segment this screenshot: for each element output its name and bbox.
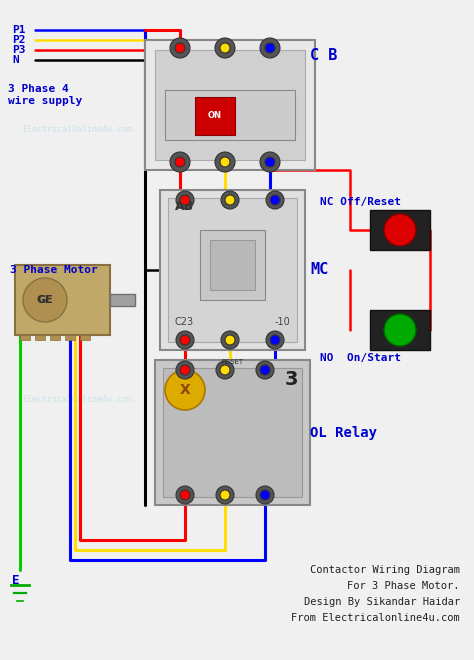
Text: C B: C B (310, 48, 337, 63)
Circle shape (220, 365, 230, 375)
Circle shape (170, 38, 190, 58)
Bar (50, 335, 60, 340)
Bar (15, 265, 110, 335)
Bar (168, 198, 297, 342)
Circle shape (225, 335, 235, 345)
Circle shape (266, 331, 284, 349)
Circle shape (176, 486, 194, 504)
Circle shape (220, 157, 230, 167)
Text: OL Relay: OL Relay (310, 426, 377, 440)
Text: MC: MC (310, 263, 328, 277)
Text: Contactor Wiring Diagram: Contactor Wiring Diagram (310, 565, 460, 575)
Circle shape (176, 361, 194, 379)
Circle shape (260, 38, 280, 58)
Circle shape (220, 490, 230, 500)
Circle shape (221, 191, 239, 209)
Circle shape (216, 361, 234, 379)
Circle shape (260, 152, 280, 172)
Circle shape (265, 43, 275, 53)
Circle shape (175, 157, 185, 167)
Bar (20, 335, 30, 340)
Bar (160, 190, 305, 350)
Text: AB: AB (175, 200, 194, 213)
Circle shape (170, 152, 190, 172)
Text: ElectricalOnline4u.com.: ElectricalOnline4u.com. (173, 395, 288, 405)
Circle shape (384, 214, 416, 246)
Bar (200, 230, 265, 300)
Text: P1: P1 (12, 25, 26, 35)
Circle shape (180, 365, 190, 375)
Circle shape (215, 152, 235, 172)
Circle shape (220, 43, 230, 53)
Text: E: E (12, 574, 19, 587)
Text: X: X (180, 383, 191, 397)
Text: -10: -10 (275, 317, 291, 327)
Text: C23: C23 (175, 317, 194, 327)
Text: Design By Sikandar Haidar: Design By Sikandar Haidar (304, 597, 460, 607)
Circle shape (260, 490, 270, 500)
Text: P3: P3 (12, 45, 26, 55)
Circle shape (180, 490, 190, 500)
Circle shape (265, 157, 275, 167)
Circle shape (256, 486, 274, 504)
Circle shape (270, 195, 280, 205)
Circle shape (216, 486, 234, 504)
Text: RESET: RESET (221, 359, 243, 365)
Bar (155, 360, 310, 505)
Bar (155, 50, 305, 160)
Text: For 3 Phase Motor.: For 3 Phase Motor. (347, 581, 460, 591)
Circle shape (384, 314, 416, 346)
Bar (65, 335, 75, 340)
Text: GE: GE (38, 295, 52, 305)
Circle shape (176, 331, 194, 349)
Circle shape (215, 38, 235, 58)
Text: P2: P2 (12, 35, 26, 45)
Circle shape (180, 335, 190, 345)
Text: From Electricalonline4u.com: From Electricalonline4u.com (291, 613, 460, 623)
Bar (163, 368, 302, 497)
Bar (145, 40, 315, 170)
Bar (35, 335, 45, 340)
Text: NO  On/Start: NO On/Start (320, 353, 401, 363)
Text: 3: 3 (285, 370, 299, 389)
Bar (165, 90, 295, 140)
Circle shape (180, 195, 190, 205)
Bar (370, 310, 430, 350)
Text: ElectricalOnline4u.com.: ElectricalOnline4u.com. (173, 125, 288, 135)
Text: N: N (12, 55, 19, 65)
Circle shape (176, 191, 194, 209)
Circle shape (23, 278, 67, 322)
Bar (195, 97, 235, 135)
Text: ON: ON (208, 110, 222, 119)
Text: 3 Phase 4
wire supply: 3 Phase 4 wire supply (8, 84, 82, 106)
Bar (110, 294, 135, 306)
Bar (210, 240, 255, 290)
Circle shape (225, 195, 235, 205)
Text: NC Off/Reset: NC Off/Reset (320, 197, 401, 207)
Text: 3 Phase Motor: 3 Phase Motor (10, 265, 98, 275)
Text: GE: GE (36, 295, 54, 305)
Circle shape (256, 361, 274, 379)
Text: ElectricalOnline4u.com.: ElectricalOnline4u.com. (22, 395, 137, 405)
Circle shape (175, 43, 185, 53)
Circle shape (221, 331, 239, 349)
Bar (370, 210, 430, 250)
Circle shape (165, 370, 205, 410)
Circle shape (266, 191, 284, 209)
Circle shape (270, 335, 280, 345)
Bar (80, 335, 90, 340)
Circle shape (260, 365, 270, 375)
Text: ElectricalOnline4u.com.: ElectricalOnline4u.com. (22, 125, 137, 135)
